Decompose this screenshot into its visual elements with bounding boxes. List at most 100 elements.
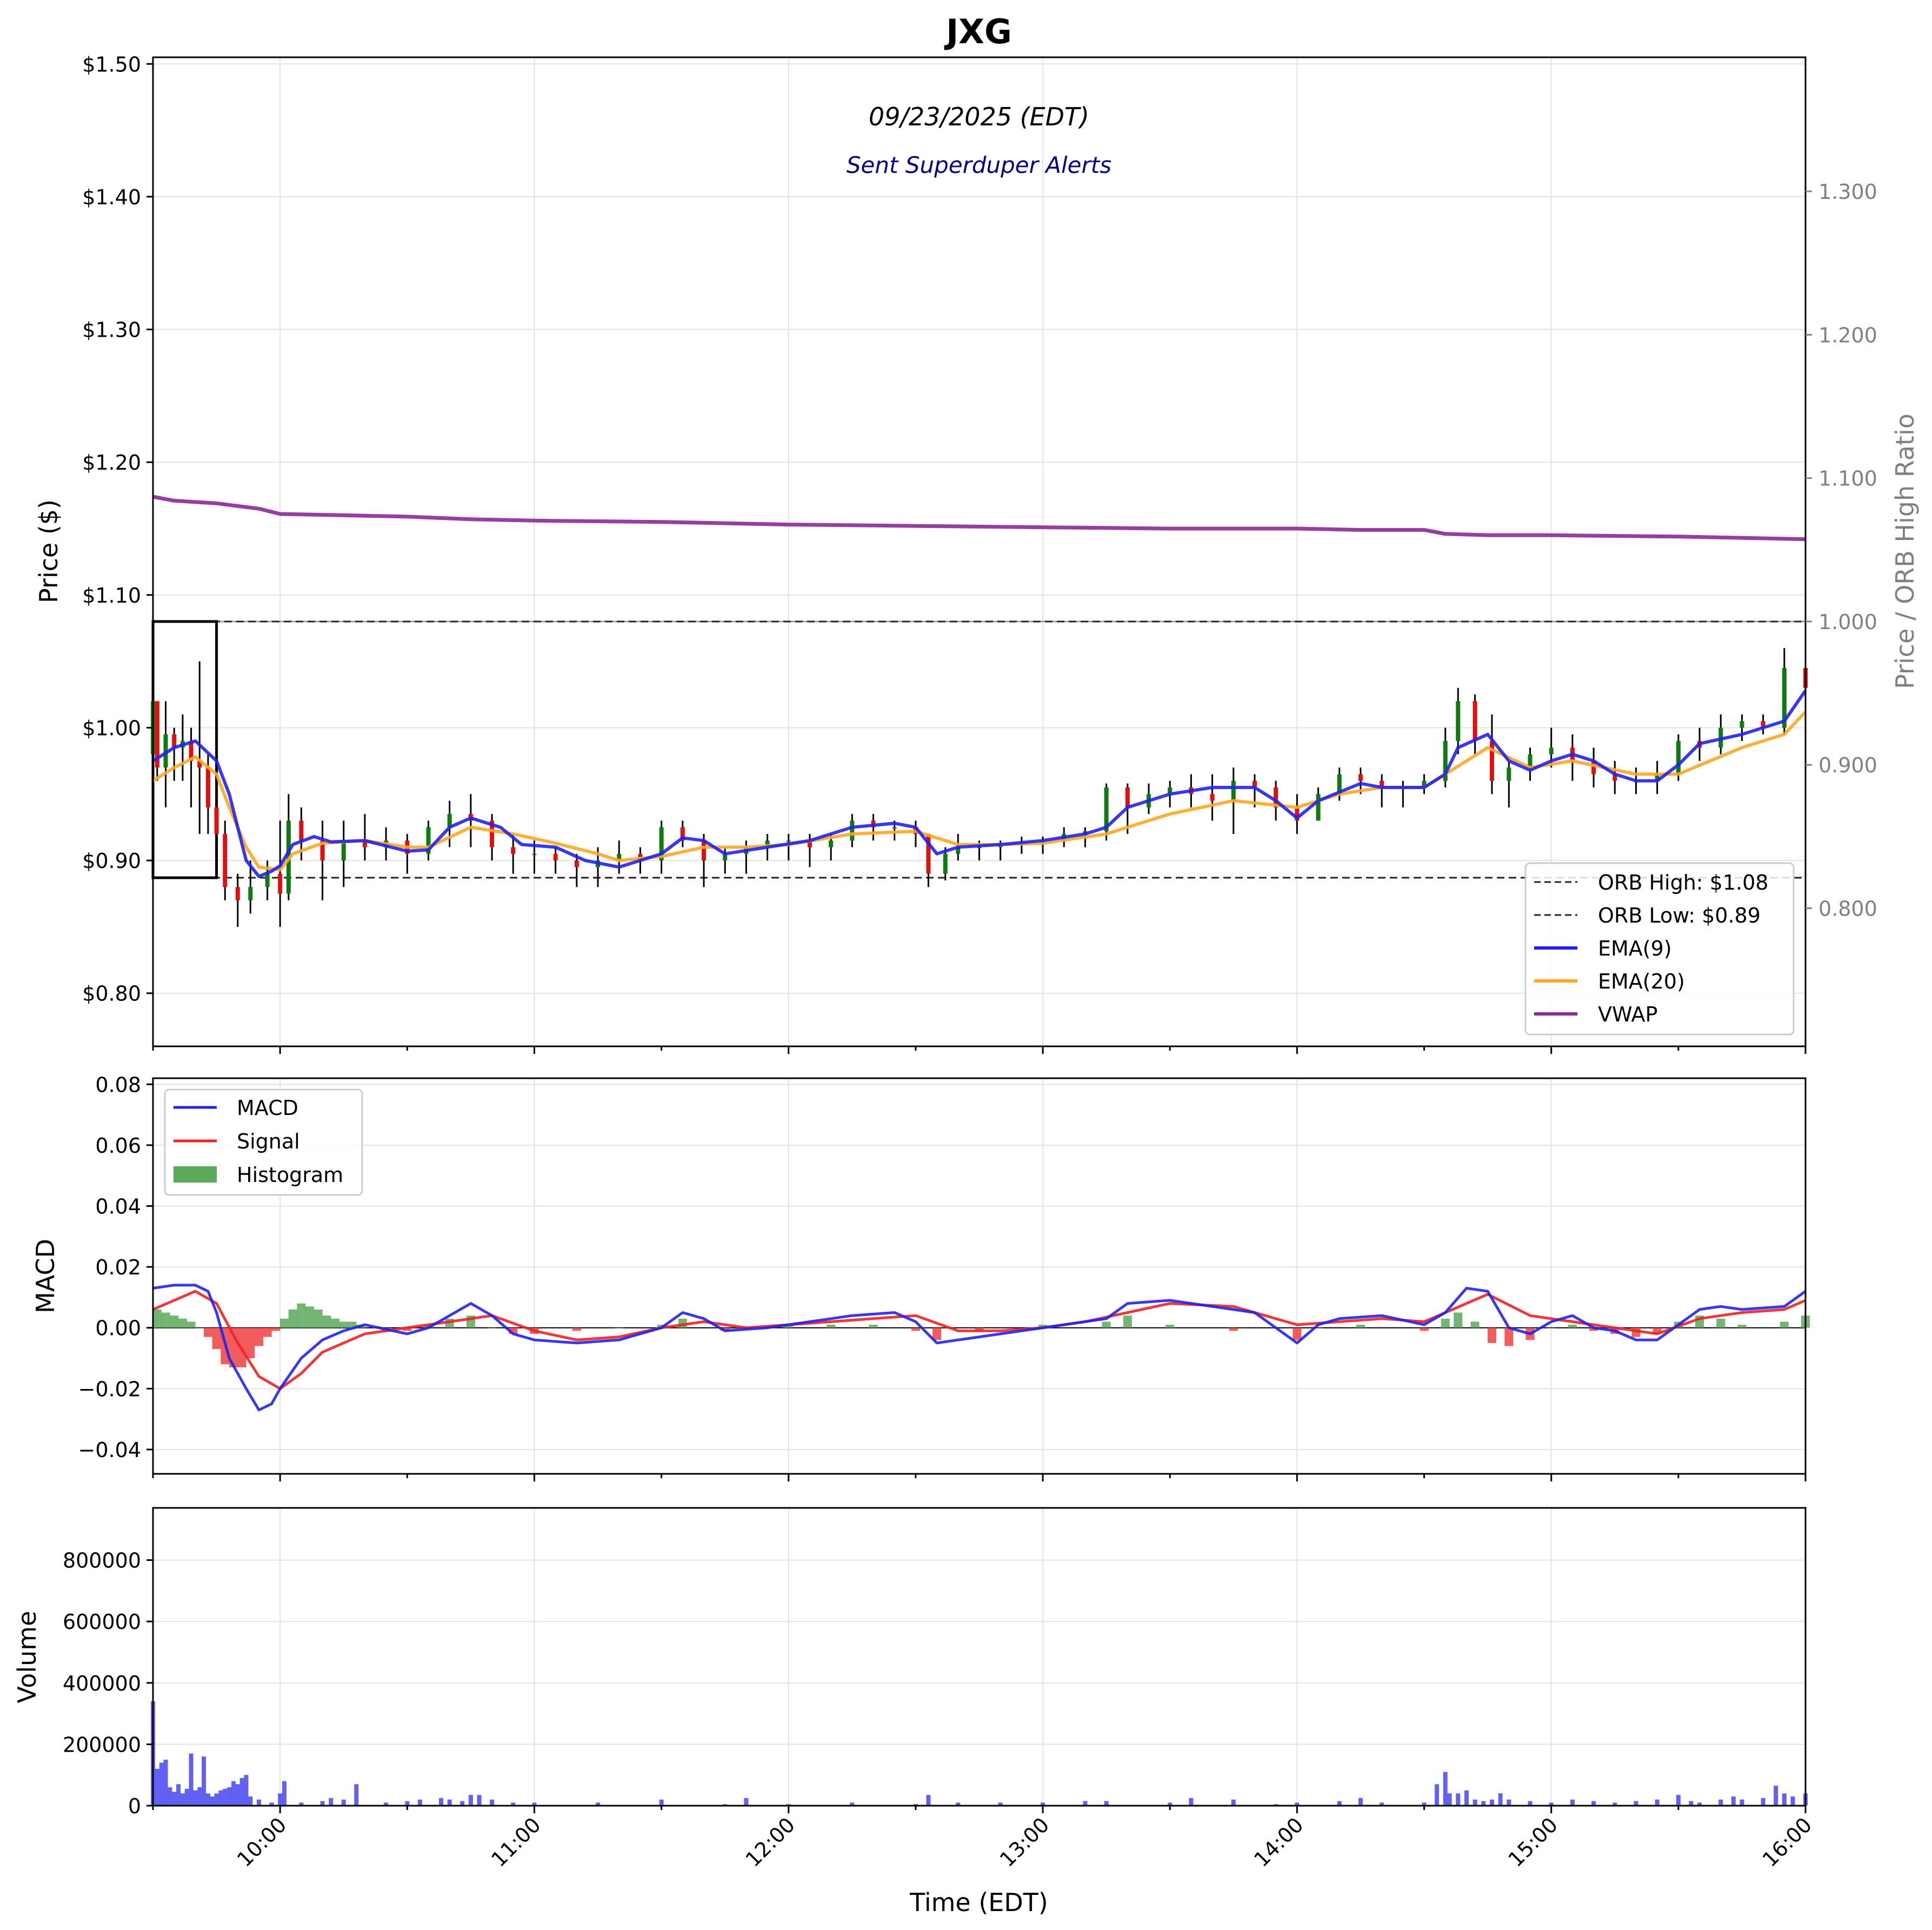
volume-bar — [1083, 1801, 1088, 1806]
volume-bar — [532, 1802, 537, 1806]
volume-bar — [1443, 1772, 1448, 1806]
volume-bar — [384, 1802, 389, 1806]
volume-bar — [1507, 1799, 1511, 1806]
candle-body — [1489, 741, 1494, 781]
volume-bar — [218, 1790, 223, 1806]
macd-histogram-bar — [348, 1321, 357, 1328]
candle-body — [786, 840, 791, 842]
candle-body — [1613, 774, 1617, 781]
candle-body — [1782, 667, 1787, 728]
candle-body — [702, 840, 706, 861]
volume-y-label: Volume — [12, 1611, 42, 1703]
macd-histogram-bar — [161, 1312, 170, 1328]
volume-bar — [1498, 1793, 1503, 1806]
macd-histogram-bar — [1420, 1327, 1429, 1331]
price-y-tick-label: $1.00 — [82, 716, 141, 740]
volume-bar — [193, 1790, 198, 1806]
macd-y-tick-label: −0.04 — [78, 1438, 141, 1462]
macd-y-label: MACD — [31, 1239, 60, 1313]
macd-histogram-bar — [322, 1315, 331, 1328]
price-y-tick-label: $1.20 — [82, 451, 141, 475]
macd-histogram-bar — [1123, 1315, 1132, 1328]
candle-body — [490, 820, 495, 847]
macd-histogram-bar — [1780, 1321, 1789, 1328]
volume-bar — [205, 1793, 210, 1806]
volume-bar — [299, 1802, 304, 1806]
price-y-tick-label: $0.90 — [82, 849, 141, 873]
series-line-vwap — [152, 495, 1806, 542]
candle-body — [659, 827, 664, 861]
volume-bar — [210, 1796, 215, 1806]
candle-body — [829, 840, 834, 847]
candle-body — [574, 860, 579, 867]
candle-body — [1655, 774, 1660, 781]
volume-bar — [159, 1762, 164, 1806]
candle-body — [163, 734, 168, 768]
volume-bar — [163, 1759, 168, 1806]
macd-histogram-bar — [1568, 1325, 1577, 1328]
volume-bar — [417, 1799, 422, 1806]
macd-histogram-bar — [152, 1309, 162, 1328]
volume-bar — [1697, 1802, 1702, 1806]
macd-line-macd — [152, 1284, 1807, 1412]
volume-bar — [1464, 1790, 1469, 1806]
macd-histogram-bar — [784, 1325, 793, 1328]
volume-bar — [1549, 1802, 1554, 1806]
candle-body — [1422, 780, 1427, 788]
candle-body — [1316, 794, 1321, 821]
price-y-tick-label: $0.80 — [82, 982, 141, 1006]
macd-y-tick-label: 0.06 — [95, 1134, 141, 1158]
volume-bar — [1740, 1799, 1744, 1806]
macd-histogram-bar — [1454, 1312, 1463, 1328]
macd-histogram-bar — [170, 1315, 179, 1328]
candle-body — [341, 840, 346, 861]
volume-bar — [168, 1787, 172, 1806]
macd-histogram-bar — [305, 1306, 315, 1328]
volume-bar — [1634, 1801, 1638, 1806]
volume-bar — [998, 1802, 1003, 1806]
price-y-tick-label: $1.40 — [82, 185, 141, 209]
macd-panel — [152, 1284, 1810, 1412]
macd-histogram-bar — [1441, 1318, 1450, 1328]
macd-histogram-bar — [1504, 1327, 1514, 1346]
candle-body — [248, 887, 253, 900]
macd-y-tick-label: 0.04 — [95, 1194, 141, 1218]
macd-y-tick-label: −0.02 — [78, 1377, 141, 1401]
candle-body — [172, 734, 177, 748]
candle-body — [850, 820, 855, 841]
macd-histogram-bar — [212, 1327, 221, 1350]
volume-bar — [172, 1792, 177, 1806]
candle-body — [223, 833, 228, 887]
candle-body — [1253, 780, 1257, 788]
volume-bar — [231, 1781, 236, 1806]
volume-bar — [1380, 1802, 1384, 1806]
candle-body — [1528, 754, 1533, 768]
candle-body — [205, 767, 210, 807]
volume-bar — [155, 1768, 159, 1806]
volume-bar — [1231, 1799, 1236, 1806]
candle-body — [1125, 787, 1130, 807]
macd-histogram-bar — [509, 1327, 518, 1334]
volume-axes-frame — [152, 1507, 1807, 1807]
macd-histogram-bar — [178, 1318, 187, 1328]
candle-body — [1456, 701, 1461, 742]
chart-title: JXG — [944, 12, 1012, 51]
candle-body — [265, 873, 270, 887]
volume-bar — [447, 1799, 452, 1806]
volume-bar — [329, 1798, 334, 1806]
candle-body — [926, 833, 931, 874]
macd-histogram-bar — [1487, 1327, 1496, 1343]
macd-histogram-bar — [911, 1327, 920, 1331]
macd-histogram-bar — [297, 1303, 306, 1328]
volume-bar — [1528, 1801, 1533, 1806]
chart-annotation: Sent Superduper Alerts — [847, 152, 1111, 178]
macd-histogram-bar — [263, 1327, 272, 1337]
volume-bar — [244, 1775, 249, 1806]
macd-histogram-bar — [1470, 1321, 1480, 1328]
macd-axes-frame — [152, 1077, 1807, 1475]
candle-body — [235, 887, 240, 900]
volume-bar — [1761, 1798, 1766, 1806]
macd-histogram-bar — [339, 1321, 348, 1328]
volume-bar — [197, 1787, 202, 1806]
